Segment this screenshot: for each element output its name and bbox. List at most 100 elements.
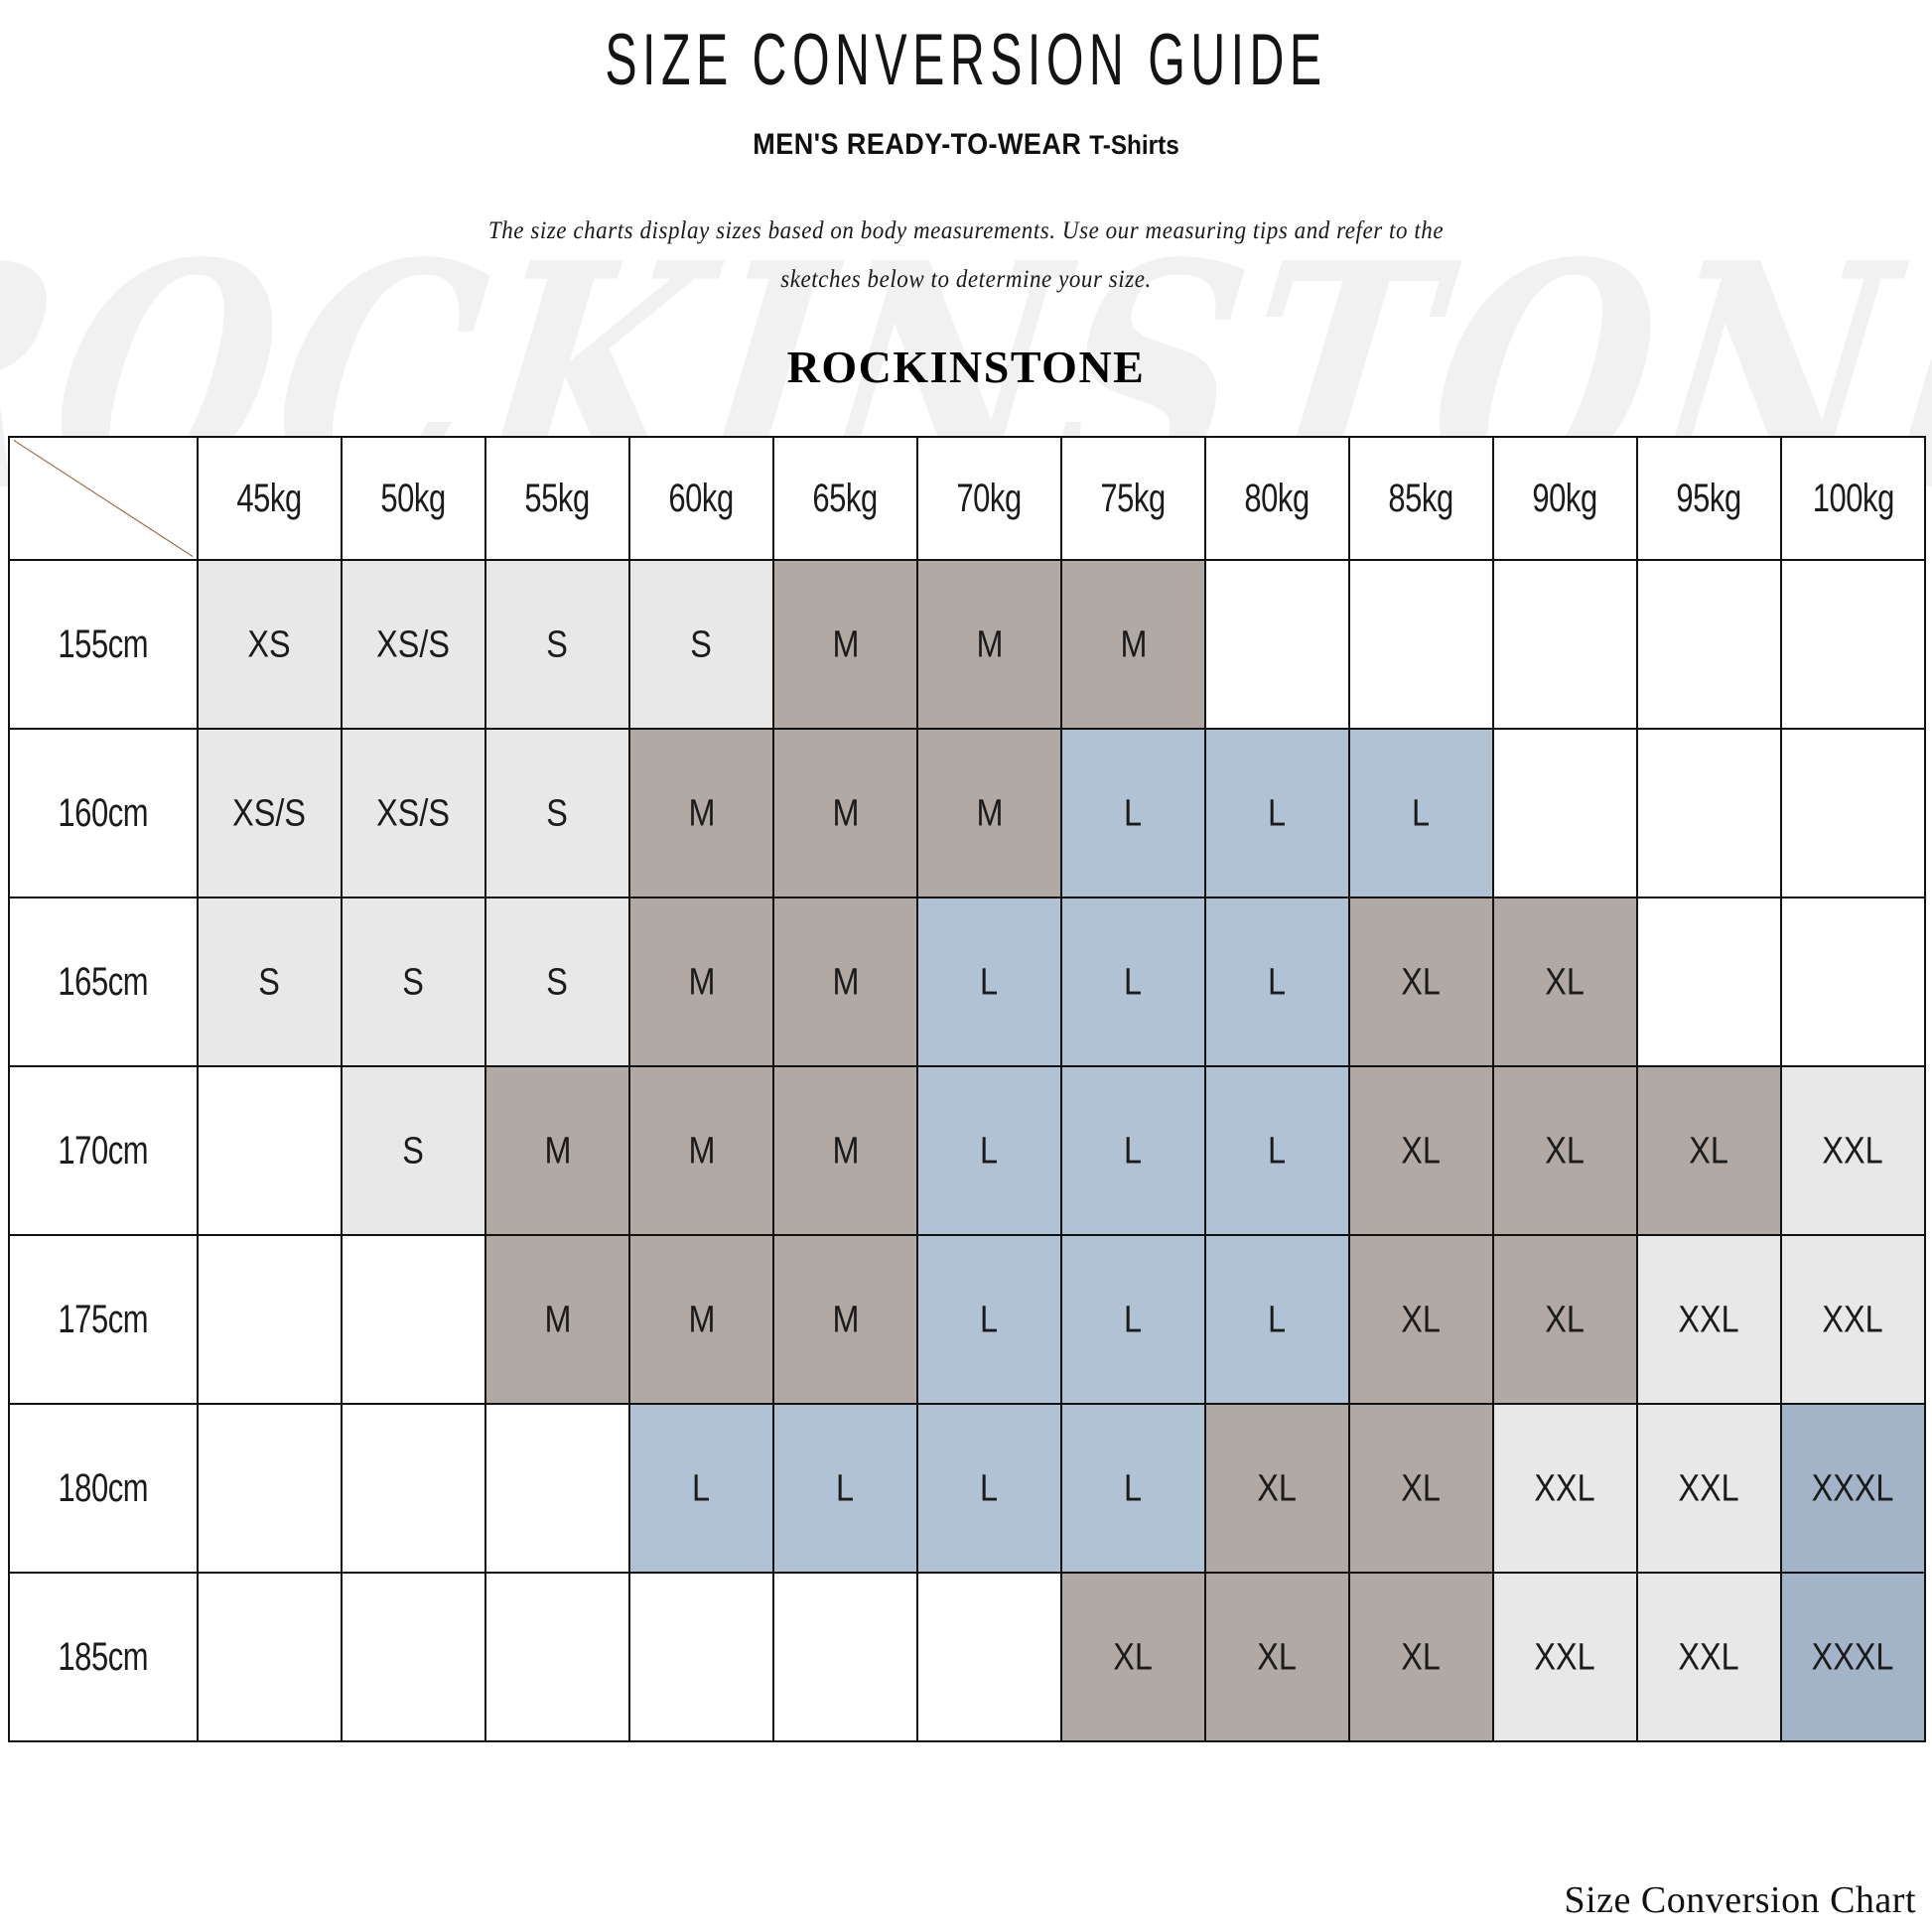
size-cell-empty (197, 1233, 343, 1405)
size-value: M (976, 621, 1003, 665)
size-value: XL (1257, 1634, 1298, 1678)
size-value: L (1268, 959, 1287, 1003)
row-header-label: 185cm (58, 1633, 149, 1679)
page-subtitle: MEN'S READY-TO-WEAR T-Shirts (96, 86, 1835, 162)
size-cell-empty (628, 1571, 774, 1742)
column-header-label: 55kg (524, 475, 591, 520)
size-cell-empty (916, 1571, 1062, 1742)
size-value: L (980, 959, 999, 1003)
size-cell: L (1060, 1233, 1206, 1405)
table-header: 45kg 50kg 55kg 60kg 65kg 70kg 75kg 80kg 85kg 90kg… (8, 435, 1926, 561)
size-cell: L (916, 1402, 1062, 1574)
row-header-height: 185cm (8, 1571, 199, 1742)
size-cell: XL (1348, 896, 1494, 1067)
column-header-label: 85kg (1388, 475, 1454, 520)
size-cell-empty (1636, 896, 1782, 1067)
row-header-label: 180cm (58, 1464, 149, 1510)
size-cell: XL (1060, 1571, 1206, 1742)
column-header-label: 45kg (236, 475, 303, 520)
size-cell: S (341, 896, 486, 1067)
size-cell: S (341, 1064, 486, 1236)
row-header-height: 180cm (8, 1402, 199, 1574)
size-value: L (1268, 1128, 1287, 1172)
page-title: SIZE CONVERSION GUIDE (605, 20, 1327, 101)
size-value: M (976, 790, 1003, 834)
size-cell: XXXL (1780, 1571, 1926, 1742)
table-row: 165cm S S S M M L L L XL XL (8, 896, 1926, 1067)
size-value: M (688, 1297, 715, 1340)
size-cell: M (628, 896, 774, 1067)
size-conversion-table: 45kg 50kg 55kg 60kg 65kg 70kg 75kg 80kg 85kg 90kg… (8, 435, 1926, 1742)
size-cell: S (484, 558, 630, 730)
size-value: XS/S (376, 790, 451, 834)
column-header-label: 90kg (1532, 475, 1598, 520)
size-cell: XL (1636, 1064, 1782, 1236)
table-body: 155cm XS XS/S S S M M M 160cm XS/S XS/S S M M M L L L 165c… (8, 558, 1926, 1742)
column-header-weight: 80kg (1204, 435, 1350, 561)
column-header-weight: 95kg (1636, 435, 1782, 561)
brand-name: ROCKINSTONE (786, 341, 1146, 392)
size-cell-empty (484, 1571, 630, 1742)
column-header-label: 60kg (668, 475, 735, 520)
size-cell: M (772, 727, 918, 898)
size-value: L (1124, 959, 1143, 1003)
size-value: XXXL (1812, 1465, 1894, 1509)
size-cell-empty (772, 1571, 918, 1742)
size-cell: L (1060, 896, 1206, 1067)
size-cell: XXL (1492, 1402, 1638, 1574)
size-cell: L (628, 1402, 774, 1574)
size-cell: XL (1492, 1233, 1638, 1405)
size-value: M (688, 959, 715, 1003)
column-header-label: 65kg (812, 475, 879, 520)
size-cell: M (772, 1233, 918, 1405)
size-value: S (546, 959, 569, 1003)
size-cell-empty (197, 1402, 343, 1574)
column-header-weight: 100kg (1780, 435, 1926, 561)
column-header-weight: 65kg (772, 435, 918, 561)
table-row: 155cm XS XS/S S S M M M (8, 558, 1926, 730)
size-value: XS (247, 621, 292, 665)
size-cell: L (916, 896, 1062, 1067)
size-cell-empty (1204, 558, 1350, 730)
subtitle-garment: T-Shirts (1089, 130, 1179, 160)
size-cell: XL (1348, 1064, 1494, 1236)
size-cell: S (484, 896, 630, 1067)
row-header-label: 170cm (58, 1127, 149, 1173)
table-row: 180cm L L L L XL XL XXL XXL XXXL (8, 1402, 1926, 1574)
size-cell: XS (197, 558, 343, 730)
table-row: 185cm XL XL XL XXL XXL XXXL (8, 1571, 1926, 1742)
intro-text: The size charts display sizes based on b… (487, 217, 1445, 293)
size-value: S (402, 1128, 425, 1172)
size-value: XXXL (1812, 1634, 1894, 1678)
size-value: M (544, 1128, 571, 1172)
size-value: XL (1401, 959, 1442, 1003)
size-value: XL (1113, 1634, 1154, 1678)
size-cell-empty (197, 1064, 343, 1236)
size-cell: L (916, 1233, 1062, 1405)
size-table-container: 45kg 50kg 55kg 60kg 65kg 70kg 75kg 80kg 85kg 90kg… (0, 435, 1932, 1742)
size-cell: XL (1348, 1571, 1494, 1742)
size-cell-empty (1780, 727, 1926, 898)
size-value: XL (1545, 959, 1586, 1003)
size-cell: M (1060, 558, 1206, 730)
row-header-height: 155cm (8, 558, 199, 730)
row-header-height: 160cm (8, 727, 199, 898)
size-cell-empty (1636, 558, 1782, 730)
size-value: S (546, 621, 569, 665)
column-header-weight: 75kg (1060, 435, 1206, 561)
size-cell: L (1060, 1064, 1206, 1236)
size-value: L (1124, 1297, 1143, 1340)
size-value: M (1120, 621, 1147, 665)
table-row: 170cm S M M M L L L XL XL XL XXL (8, 1064, 1926, 1236)
size-cell: M (628, 1064, 774, 1236)
size-value: S (258, 959, 281, 1003)
size-cell-empty (1780, 896, 1926, 1067)
row-header-label: 155cm (58, 621, 149, 666)
size-value: M (544, 1297, 571, 1340)
size-value: XXL (1678, 1297, 1740, 1340)
column-header-weight: 50kg (341, 435, 486, 561)
column-header-weight: 55kg (484, 435, 630, 561)
size-value: XL (1545, 1297, 1586, 1340)
size-cell-empty (1492, 727, 1638, 898)
size-value: M (832, 790, 859, 834)
